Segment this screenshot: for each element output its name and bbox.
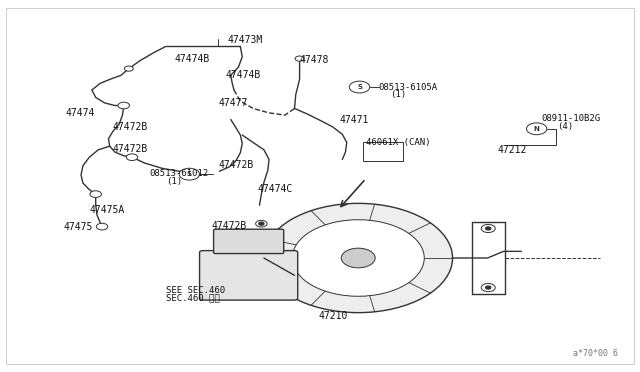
Text: S: S bbox=[187, 171, 192, 177]
Circle shape bbox=[124, 66, 133, 71]
Circle shape bbox=[118, 102, 129, 109]
Circle shape bbox=[126, 154, 138, 161]
Circle shape bbox=[264, 203, 452, 312]
Text: 47212: 47212 bbox=[497, 145, 527, 155]
Circle shape bbox=[341, 248, 375, 268]
Text: 47210: 47210 bbox=[319, 311, 348, 321]
Text: 08911-10B2G: 08911-10B2G bbox=[541, 114, 601, 123]
Circle shape bbox=[481, 224, 495, 232]
Text: (1): (1) bbox=[166, 177, 182, 186]
Circle shape bbox=[481, 283, 495, 292]
Text: 47474: 47474 bbox=[65, 108, 95, 118]
Text: 47471: 47471 bbox=[339, 115, 369, 125]
Bar bbox=[364, 142, 403, 161]
Circle shape bbox=[97, 223, 108, 230]
Text: (1): (1) bbox=[390, 90, 406, 99]
Text: SEC.460 参照: SEC.460 参照 bbox=[166, 294, 220, 303]
Circle shape bbox=[295, 56, 304, 61]
Text: a*70*00 6: a*70*00 6 bbox=[573, 349, 618, 358]
Circle shape bbox=[486, 286, 491, 289]
Text: 47474B: 47474B bbox=[175, 54, 210, 64]
Circle shape bbox=[255, 220, 267, 227]
Text: S: S bbox=[357, 84, 362, 90]
Text: 47474B: 47474B bbox=[226, 70, 261, 80]
Text: N: N bbox=[534, 126, 540, 132]
Circle shape bbox=[486, 227, 491, 230]
Text: 46061X (CAN): 46061X (CAN) bbox=[366, 138, 430, 147]
Text: 08513-61012: 08513-61012 bbox=[149, 169, 209, 177]
Circle shape bbox=[259, 222, 264, 225]
Circle shape bbox=[292, 220, 424, 296]
FancyBboxPatch shape bbox=[214, 229, 284, 254]
Text: 08513-6105A: 08513-6105A bbox=[379, 83, 438, 92]
Text: 47472B: 47472B bbox=[212, 221, 247, 231]
Text: 47472B: 47472B bbox=[113, 144, 148, 154]
Text: SEE SEC.460: SEE SEC.460 bbox=[166, 286, 225, 295]
Text: 47474C: 47474C bbox=[257, 184, 293, 194]
Text: 47475: 47475 bbox=[64, 222, 93, 232]
Circle shape bbox=[179, 168, 200, 180]
Text: 47472B: 47472B bbox=[218, 160, 253, 170]
Circle shape bbox=[527, 123, 547, 135]
Text: 47477: 47477 bbox=[218, 98, 248, 108]
FancyBboxPatch shape bbox=[200, 251, 298, 300]
Circle shape bbox=[349, 81, 370, 93]
Text: 47475A: 47475A bbox=[90, 205, 125, 215]
Text: 47472B: 47472B bbox=[113, 122, 148, 132]
Text: (4): (4) bbox=[557, 122, 573, 131]
Circle shape bbox=[90, 191, 101, 198]
Text: 47473M: 47473M bbox=[228, 35, 263, 45]
Text: 47478: 47478 bbox=[300, 55, 329, 65]
